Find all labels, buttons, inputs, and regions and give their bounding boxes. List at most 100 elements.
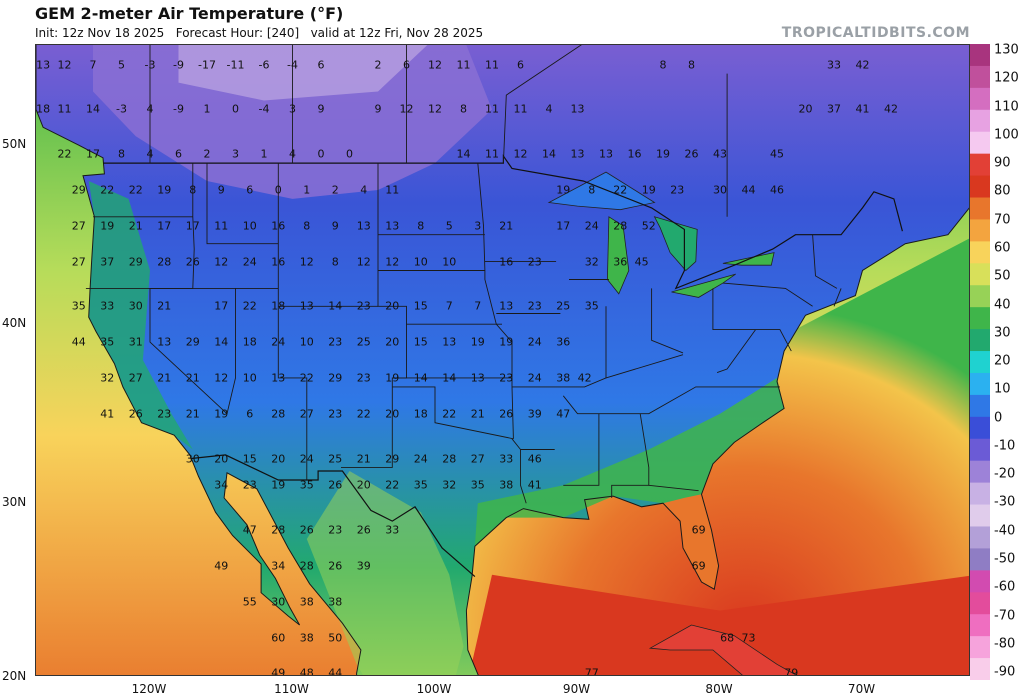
temperature-label: 4 bbox=[545, 102, 553, 116]
temperature-label: 55 bbox=[242, 595, 257, 609]
temperature-label: 22 bbox=[356, 407, 371, 421]
latitude-label: 30N bbox=[2, 495, 27, 510]
temperature-label: 10 bbox=[299, 335, 314, 349]
temperature-label: 19 bbox=[470, 335, 485, 349]
colorbar-swatch bbox=[970, 482, 990, 506]
temperature-label: 12 bbox=[399, 102, 414, 116]
temperature-label: 21 bbox=[185, 407, 200, 421]
colorbar-swatch bbox=[970, 504, 990, 527]
west-coast-warm bbox=[88, 181, 193, 450]
temperature-label: 27 bbox=[470, 452, 485, 465]
temperature-label: 28 bbox=[271, 407, 286, 421]
temperature-label: 6 bbox=[403, 58, 410, 72]
latitude-label: 20N bbox=[2, 669, 27, 683]
temperature-label: 31 bbox=[128, 335, 143, 349]
temperature-label: 2 bbox=[331, 183, 339, 197]
temperature-label: -3 bbox=[144, 58, 156, 72]
temperature-label: 19 bbox=[157, 183, 172, 197]
temperature-label: 8 bbox=[460, 102, 467, 116]
temperature-label: 27 bbox=[71, 255, 86, 269]
temperature-label: 68 bbox=[720, 631, 735, 644]
temperature-label: 42 bbox=[855, 58, 870, 72]
temperature-label: 12 bbox=[428, 58, 442, 72]
temperature-label: 3 bbox=[289, 102, 296, 116]
colorbar-swatch bbox=[970, 197, 990, 220]
temperature-label: 21 bbox=[157, 371, 172, 385]
temperature-label: 12 bbox=[356, 255, 371, 269]
colorbar-tick-label: 50 bbox=[994, 268, 1011, 284]
temperature-label: 17 bbox=[556, 219, 571, 233]
temperature-label: 6 bbox=[246, 407, 254, 421]
temperature-label: 16 bbox=[627, 147, 642, 161]
temperature-label: 0 bbox=[274, 183, 282, 197]
state-border bbox=[206, 163, 279, 245]
temperature-label: 15 bbox=[413, 299, 428, 313]
colorbar-tick-label: -40 bbox=[994, 523, 1016, 539]
temperature-label: 21 bbox=[499, 219, 514, 233]
state-border bbox=[833, 288, 842, 307]
temperature-label: 43 bbox=[713, 147, 727, 161]
temperature-label: 10 bbox=[413, 255, 428, 269]
temperature-label: 41 bbox=[527, 478, 542, 492]
temperature-label: 24 bbox=[527, 371, 542, 385]
temperature-map[interactable]: 13 12 7 5 -3 -9 -17 -11 -6 -4 6 2 6 12 11 11 6 8 8 33 42 18 11… bbox=[35, 44, 970, 676]
temperature-label: 77 bbox=[584, 666, 599, 676]
colorbar-tick-label: 0 bbox=[994, 410, 1003, 425]
temperature-label: 3 bbox=[232, 147, 239, 161]
colorbar-swatch bbox=[970, 65, 990, 89]
temperature-label: 6 bbox=[317, 58, 325, 72]
forecast-info: Init: 12z Nov 18 2025 Forecast Hour: [24… bbox=[35, 26, 484, 40]
temperature-label: 12 bbox=[57, 58, 72, 72]
temperature-label: 28 bbox=[271, 523, 286, 537]
temperature-label: 20 bbox=[356, 478, 371, 492]
temperature-label: 25 bbox=[356, 335, 371, 349]
colorbar-tick-label: -50 bbox=[994, 551, 1016, 567]
north-america-land bbox=[36, 45, 969, 675]
colorbar-tick-label: 110 bbox=[994, 99, 1019, 114]
temperature-label: 22 bbox=[299, 371, 314, 385]
temperature-label: 14 bbox=[456, 147, 471, 161]
temperature-label: 4 bbox=[360, 183, 368, 197]
colorbar-tick-label: -20 bbox=[994, 466, 1016, 482]
temperature-label: 6 bbox=[246, 183, 254, 197]
temperature-label: 14 bbox=[413, 371, 428, 385]
temperature-label: 19 bbox=[499, 335, 514, 349]
colorbar-swatch bbox=[970, 44, 990, 67]
temperature-label: 7 bbox=[89, 58, 97, 72]
colorbar-swatch bbox=[970, 614, 990, 637]
temperature-label: 11 bbox=[57, 102, 72, 116]
page-title: GEM 2-meter Air Temperature (°F) bbox=[35, 4, 344, 23]
state-border bbox=[477, 163, 514, 439]
colorbar-tick-label: 90 bbox=[994, 155, 1011, 171]
colorbar-tick-label: 60 bbox=[994, 240, 1011, 256]
temperature-label: 8 bbox=[588, 183, 596, 197]
temperature-label: 35 bbox=[100, 335, 115, 349]
temperature-label: 25 bbox=[328, 452, 343, 465]
temperature-label: -9 bbox=[173, 58, 184, 72]
colorbar-swatch bbox=[970, 636, 990, 659]
temperature-label: 39 bbox=[527, 407, 542, 421]
colorbar-tick-label: 40 bbox=[994, 297, 1011, 312]
state-border bbox=[722, 282, 813, 307]
state-border bbox=[392, 386, 514, 440]
temperature-label: 0 bbox=[317, 147, 325, 161]
temperature-label: 28 bbox=[442, 452, 457, 465]
temperature-label: 4 bbox=[146, 102, 154, 116]
temperature-label: 37 bbox=[827, 102, 841, 116]
colorbar-tick-label: -70 bbox=[994, 608, 1016, 623]
temperature-label: 69 bbox=[691, 559, 706, 573]
temperature-label: 11 bbox=[485, 147, 499, 161]
temperature-label: 22 bbox=[442, 407, 457, 421]
temperature-label: 19 bbox=[100, 219, 115, 233]
temperature-label: 29 bbox=[128, 255, 143, 269]
temperature-label: 14 bbox=[542, 147, 556, 161]
colorbar-tick-label: -80 bbox=[994, 636, 1016, 652]
temperature-label: 21 bbox=[128, 219, 143, 233]
temperature-label: 41 bbox=[100, 407, 115, 421]
temperature-label: 20 bbox=[798, 102, 813, 116]
temperature-label: 12 bbox=[428, 102, 442, 116]
temperature-label: 24 bbox=[271, 335, 286, 349]
temperature-label: 13 bbox=[570, 147, 585, 161]
colorbar-swatch bbox=[970, 460, 990, 484]
temperature-label: 14 bbox=[442, 371, 457, 385]
